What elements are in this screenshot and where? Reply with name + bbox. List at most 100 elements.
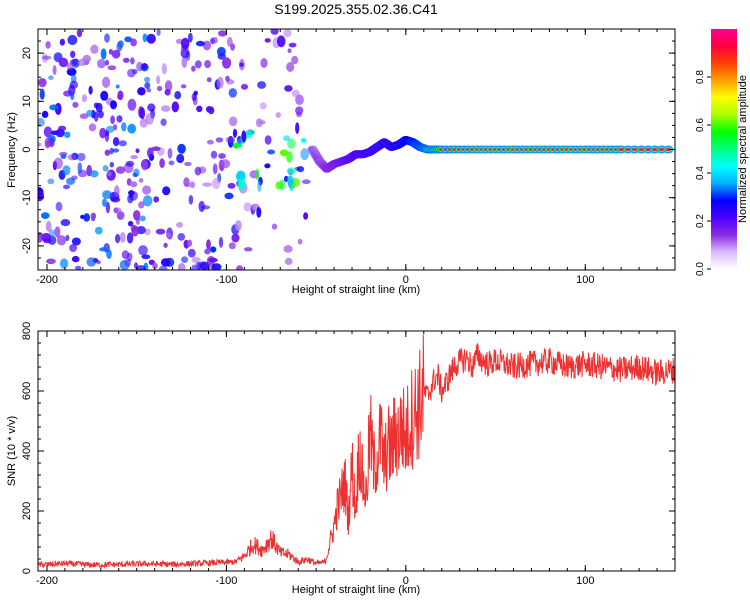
spectrogram-cell	[215, 137, 224, 143]
spectrogram-cell	[86, 257, 97, 267]
spectrogram-cell	[275, 112, 281, 118]
spectrogram-cell	[102, 198, 107, 207]
spectrogram-cell	[232, 128, 238, 138]
spectrogram-cell	[142, 185, 152, 195]
spectrogram-cell	[97, 110, 104, 119]
spectrogram-cell	[283, 135, 291, 142]
spectrogram-cell	[188, 195, 194, 205]
tone-core	[618, 148, 625, 151]
spectrogram-cell	[99, 127, 107, 139]
spectrogram-cell	[77, 58, 88, 66]
spectrogram-cell	[102, 190, 112, 200]
spectrogram-cell	[287, 48, 292, 53]
spectrogram-cell	[105, 125, 115, 133]
spectrogram-cell	[110, 115, 115, 124]
spectrogram-cell	[53, 157, 64, 169]
spectrogram-ytick-label: -10	[21, 190, 33, 206]
spectrogram-cell	[235, 170, 246, 182]
spectrogram-cell	[228, 242, 236, 250]
spectrogram-cell	[129, 189, 134, 198]
spectrogram-cell	[59, 151, 68, 157]
spectrogram-cell	[126, 232, 134, 244]
spectrogram-cell	[160, 258, 171, 267]
spectrogram-ytick-label: 0	[21, 146, 33, 152]
spectrogram-cell	[112, 137, 120, 147]
spectrogram-cell	[146, 88, 152, 93]
spectrogram-cell	[90, 44, 99, 54]
spectrogram-cell	[227, 182, 236, 189]
spectrogram-cell	[201, 205, 211, 210]
spectrogram-cell	[295, 94, 304, 106]
spectrogram-cell	[279, 149, 289, 157]
spectrogram-cell	[217, 46, 226, 57]
spectrogram-cell	[147, 147, 154, 158]
snr-xtick-label: 100	[576, 575, 594, 587]
spectrogram-cell	[38, 117, 45, 127]
spectrogram-cell	[50, 130, 59, 136]
spectrogram-cell	[144, 76, 151, 83]
spectrogram-cell	[122, 57, 130, 63]
spectrogram-xlabel: Height of straight line (km)	[292, 284, 420, 296]
spectrogram-cell	[260, 58, 268, 68]
spectrogram-cell	[195, 262, 202, 270]
spectrogram-cell	[69, 80, 79, 89]
spectrogram-cell	[48, 75, 54, 80]
spectrogram-cell	[88, 85, 93, 95]
spectrogram-cell	[136, 265, 146, 270]
spectrogram-cell	[257, 180, 262, 192]
spectrogram-cell	[211, 37, 218, 44]
spectrogram-ytick-label: 10	[21, 95, 33, 107]
spectrogram-cell	[225, 136, 236, 144]
spectrogram-cell	[109, 161, 115, 168]
spectrogram-cell	[176, 222, 184, 228]
spectrogram-cell	[204, 60, 212, 69]
spectrogram-cell	[99, 247, 108, 252]
spectrogram-cell	[126, 252, 133, 262]
spectrogram-cell	[131, 225, 139, 237]
spectrogram-cell	[45, 41, 51, 49]
spectrogram-cell	[156, 29, 161, 36]
spectrogram-cell	[141, 159, 149, 171]
snr-ylabel: SNR (10 * v/v)	[6, 416, 18, 486]
spectrogram-cell	[106, 249, 112, 259]
spectrogram-cell	[76, 152, 86, 162]
spectrogram-cell	[225, 75, 230, 82]
spectrogram-cell	[181, 56, 188, 68]
spectrogram-cell	[41, 110, 49, 118]
spectrogram-cell	[111, 49, 121, 59]
spectrogram-cell	[46, 258, 56, 265]
spectrogram-ytick-label: 20	[21, 47, 33, 59]
spectrogram-cell	[38, 78, 46, 85]
spectrogram-cell	[211, 263, 222, 270]
spectrogram-cell	[231, 233, 240, 243]
spectrogram-cell	[76, 29, 83, 38]
spectrogram-cell	[168, 160, 175, 166]
spectrogram-cell	[237, 178, 246, 190]
spectrogram-cell	[102, 76, 111, 88]
spectrogram-cell	[194, 166, 202, 176]
spectrogram-cell	[156, 75, 161, 85]
colorbar-tick-label: 0.8	[695, 70, 706, 84]
spectrogram-cell	[206, 239, 211, 250]
spectrogram-cell	[164, 89, 171, 96]
spectrogram-cell	[70, 91, 75, 101]
colorbar-label: Normalized spectral amplitude	[737, 75, 749, 223]
spectrogram-cell	[156, 85, 163, 92]
spectrogram-cell	[181, 37, 190, 50]
spectrogram-cell	[208, 257, 218, 263]
spectrogram-cell	[110, 196, 121, 203]
figure-title: S199.2025.355.02.36.C41	[274, 1, 438, 17]
spectrogram-cell	[295, 122, 300, 134]
colorbar-ticks: 0.0 0.2 0.4 0.6 0.8	[695, 70, 711, 276]
spectrogram-cell	[210, 246, 217, 253]
spectrogram-cell	[72, 101, 79, 108]
spectrogram-cell	[243, 247, 253, 252]
colorbar-tick-label: 0.6	[695, 118, 706, 132]
spectrogram-cell	[58, 57, 69, 68]
spectrogram-cell	[184, 161, 192, 167]
spectrogram-cell	[44, 137, 51, 149]
spectrogram-xtick-label: -200	[36, 274, 58, 286]
spectrogram-cell	[116, 115, 123, 123]
spectrogram-cell	[127, 98, 137, 111]
